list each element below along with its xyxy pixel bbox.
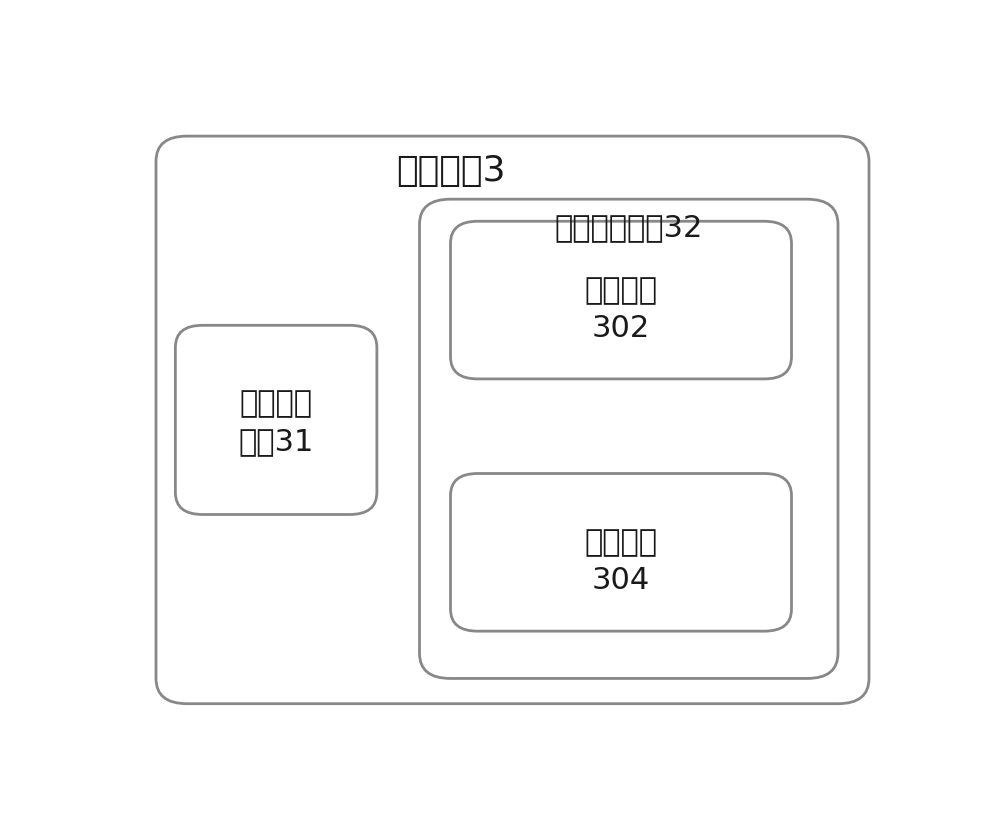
Text: 检索单元: 检索单元 <box>584 276 658 305</box>
FancyBboxPatch shape <box>175 325 377 514</box>
FancyBboxPatch shape <box>420 199 838 678</box>
Text: 显示单元: 显示单元 <box>584 528 658 558</box>
Text: 数据展现装置32: 数据展现装置32 <box>555 213 703 242</box>
Text: 304: 304 <box>592 566 650 595</box>
Text: 302: 302 <box>592 314 650 343</box>
FancyBboxPatch shape <box>450 473 792 631</box>
FancyBboxPatch shape <box>450 221 792 379</box>
Text: 数据管理: 数据管理 <box>240 390 313 419</box>
FancyBboxPatch shape <box>156 136 869 704</box>
Text: 装置31: 装置31 <box>238 428 314 456</box>
Text: 采集系统3: 采集系统3 <box>396 154 505 188</box>
